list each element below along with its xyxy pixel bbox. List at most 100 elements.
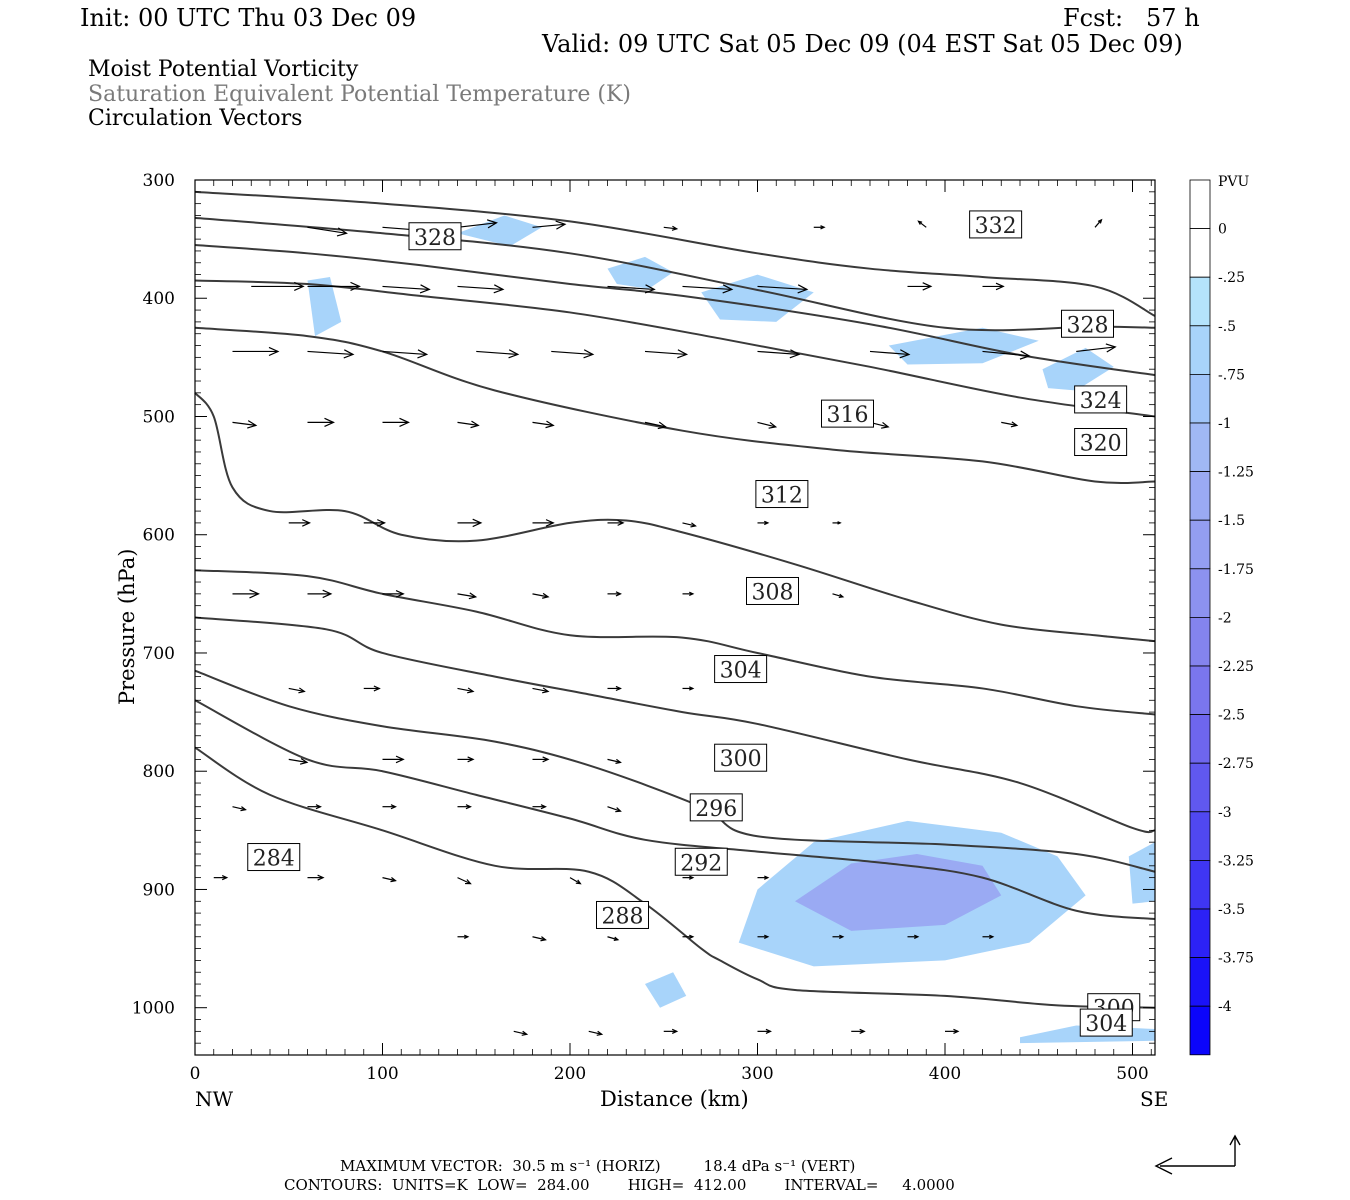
circulation-vector [532, 592, 550, 599]
contour-label: 296 [689, 793, 743, 822]
circulation-vector [869, 349, 911, 359]
colorbar-swatch [1189, 228, 1211, 278]
circulation-vector [363, 519, 387, 527]
circulation-vector [457, 934, 470, 939]
circulation-vector [532, 519, 555, 527]
circulation-vector [382, 590, 405, 598]
circulation-vector [382, 804, 397, 810]
colorbar-label: 0 [1218, 222, 1227, 238]
contour-label: 284 [247, 843, 301, 872]
contour-label: 320 [1074, 428, 1128, 457]
circulation-vector [307, 589, 333, 599]
colorbar-label: -2.5 [1218, 708, 1245, 724]
pv-shade-area [888, 327, 1039, 365]
isentrope-line [194, 616, 1156, 834]
valid-time: Valid: 09 UTC Sat 05 Dec 09 (04 EST Sat … [542, 30, 1183, 58]
colorbar-swatch [1189, 860, 1211, 910]
colorbar-label: -1.75 [1218, 562, 1254, 578]
isentrope-contours [194, 190, 1156, 1009]
contour-label-text: 312 [761, 484, 803, 509]
circulation-vector [982, 282, 1005, 291]
circulation-vector [982, 350, 1031, 360]
colorbar-label: -3 [1218, 805, 1232, 821]
circulation-vector [607, 519, 625, 526]
contour-label-text: 328 [414, 226, 456, 251]
x-tick-label: 200 [554, 1064, 586, 1084]
circulation-vector [232, 589, 260, 599]
contour-label: 300 [714, 743, 768, 772]
x-tick-label: 400 [929, 1064, 961, 1084]
circulation-vector [457, 284, 505, 294]
circulation-vector [307, 281, 361, 292]
contour-label: 316 [821, 399, 874, 428]
circulation-vector [907, 282, 933, 291]
x-tick-label: 0 [190, 1064, 201, 1084]
y-tick-label: 1000 [132, 999, 175, 1019]
pv-shade-area [457, 215, 542, 247]
circulation-vector [307, 417, 335, 427]
circulation-vector [682, 284, 734, 294]
pv-shade-area [795, 853, 1002, 931]
circulation-vector [307, 226, 348, 237]
circulation-vector [757, 421, 778, 429]
contour-label-text: 304 [720, 659, 762, 684]
circulation-vector [832, 934, 845, 939]
contour-label: 288 [596, 900, 649, 929]
circulation-vector [457, 592, 478, 600]
circulation-vector [644, 349, 689, 359]
circulation-vector [757, 1028, 772, 1034]
colorbar-swatch [1189, 568, 1211, 618]
circulation-vector [251, 281, 305, 292]
x-tick-label: 100 [366, 1064, 398, 1084]
circulation-vector [682, 522, 697, 528]
contour-label-text: 296 [695, 797, 737, 822]
circulation-vector [682, 591, 695, 597]
circulation-vector [607, 936, 620, 941]
pv-shade-area [607, 256, 674, 289]
init-time: Init: 00 UTC Thu 03 Dec 09 [80, 4, 417, 32]
field-theta-es: Saturation Equivalent Potential Temperat… [88, 82, 631, 107]
circulation-vector [1076, 343, 1117, 353]
colorbar-swatch [1189, 617, 1211, 667]
colorbar-label: -.25 [1218, 270, 1245, 286]
contour-label-text: 332 [975, 214, 1017, 239]
circulation-vector [288, 757, 309, 765]
circulation-vector [682, 934, 695, 939]
circulation-vector [382, 877, 397, 883]
circulation-vector [288, 687, 306, 694]
circulation-vector [457, 877, 472, 885]
circulation-vector [663, 225, 679, 231]
colorbar-swatch [1189, 471, 1211, 521]
contour-label-text: 308 [752, 580, 794, 605]
colorbar-swatch [1189, 957, 1211, 1007]
contour-label: 328 [408, 222, 462, 251]
colorbar-swatch [1189, 762, 1211, 813]
circulation-vector [832, 593, 845, 599]
x-end-label-nw: NW [195, 1087, 234, 1111]
circulation-vector [644, 421, 668, 430]
contour-label-text: 316 [827, 403, 869, 428]
colorbar-label: -1.5 [1218, 513, 1245, 529]
footer-contours: CONTOURS: UNITS=K LOW= 284.00 HIGH= 412.… [284, 1176, 955, 1194]
colorbar-label: -3.75 [1218, 951, 1254, 967]
circulation-vector [757, 875, 770, 880]
isentrope-line [194, 216, 1156, 332]
colorbar-swatch [1189, 811, 1211, 861]
colorbar-swatch [1189, 276, 1211, 327]
circulation-vector [607, 284, 656, 294]
y-tick-label: 900 [143, 880, 175, 900]
pv-shade-area [645, 972, 687, 1008]
circulation-vector [532, 420, 555, 429]
colorbar-label: -4 [1218, 999, 1232, 1015]
circulation-vector [982, 934, 995, 939]
colorbar-swatch [1189, 714, 1211, 764]
circulation-vector [532, 220, 567, 230]
circulation-vector [917, 220, 927, 228]
field-vectors: Circulation Vectors [88, 106, 303, 131]
colorbar-label: -3.25 [1218, 853, 1254, 869]
colorbar-swatch [1189, 665, 1211, 715]
contour-label-text: 324 [1080, 389, 1122, 414]
isentrope-line [194, 190, 1156, 317]
circulation-vector [457, 756, 475, 763]
